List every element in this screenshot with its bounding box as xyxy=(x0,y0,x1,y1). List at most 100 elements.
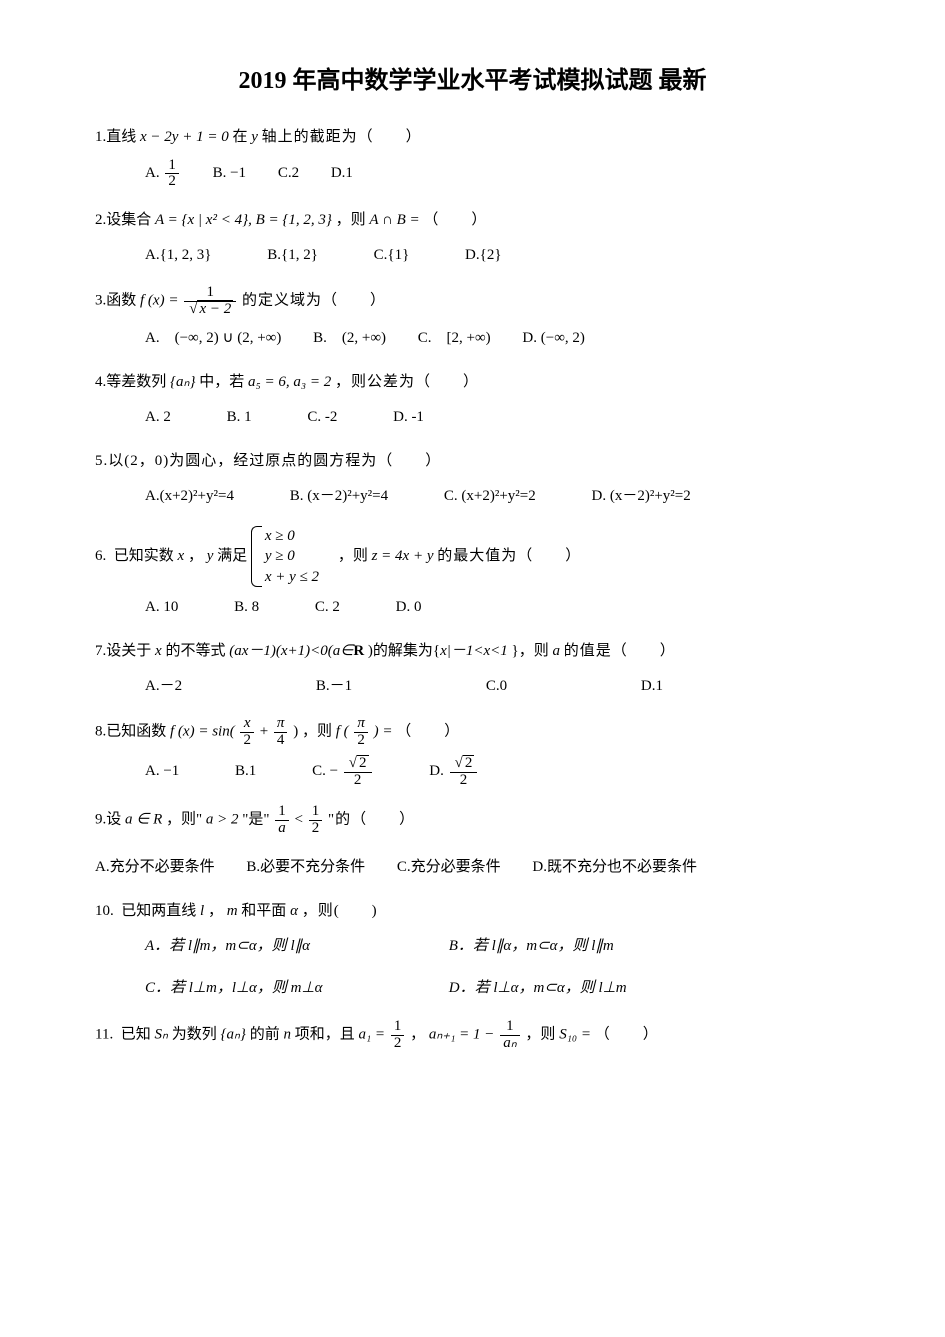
question-2: 2.设集合 A = {x | x² < 4}, B = {1, 2, 3} ，则… xyxy=(95,206,850,269)
q11-d1: 2 xyxy=(391,1036,405,1052)
q11-f1: 12 xyxy=(391,1019,405,1052)
question-3: 3.函数 f (x) = 1 x − 2 的定义域为（ ） A. (−∞, 2)… xyxy=(95,285,850,352)
q11-n: n xyxy=(283,1026,291,1042)
q1-opt-d: D.1 xyxy=(331,159,353,188)
q8-d1: 2 xyxy=(240,733,254,749)
q6-options: A. 10 B. 8 C. 2 D. 0 xyxy=(95,593,850,622)
q2-opt-d: D.{2} xyxy=(465,241,501,270)
q8-stem-a: 8.已知函数 xyxy=(95,724,170,740)
q1-stem-c: 轴上的截距为（ ） xyxy=(262,129,422,145)
question-9: 9.设 a ∈ R ，则" a > 2 "是" 1a < 12 "的（ ） xyxy=(95,804,850,837)
q5-opt-d: D. (x－2)²+y²=2 xyxy=(592,482,691,511)
q10-options-row2: C．若 l⊥m，l⊥α，则 m⊥α D．若 l⊥α，m⊂α，则 l⊥m xyxy=(95,974,850,1003)
q7-x: x xyxy=(155,643,162,659)
q8-close: ) xyxy=(293,724,298,740)
q6-z: z = 4x + y xyxy=(372,548,434,564)
q11-stem-a: 11. 已知 xyxy=(95,1026,154,1042)
q8-d-lbl: D. xyxy=(429,757,444,786)
q1-a-frac: 1 2 xyxy=(165,158,179,191)
q1-opt-b: B. −1 xyxy=(213,159,246,188)
q9-f1: 1a xyxy=(275,804,289,837)
q3-den: x − 2 xyxy=(184,302,236,318)
q9-opt-d: D.既不充分也不必要条件 xyxy=(532,859,697,875)
q6-stem-a: 6. 已知实数 xyxy=(95,548,178,564)
q10-opt-c: C．若 l⊥m，l⊥α，则 m⊥α xyxy=(145,974,445,1003)
q9-d1: a xyxy=(275,821,289,837)
question-11: 11. 已知 Sₙ 为数列 {aₙ} 的前 n 项和，且 a₁ = 12 ， a… xyxy=(95,1019,850,1052)
q7-options: A.－2 B.－1 C.0 D.1 xyxy=(95,672,850,701)
q6-x: x xyxy=(178,548,185,564)
q8-n3: π xyxy=(354,716,368,733)
q9-ar: a ∈ R xyxy=(125,812,162,828)
q5-options: A.(x+2)²+y²=4 B. (x－2)²+y²=4 C. (x+2)²+y… xyxy=(95,482,850,511)
q2-eq: A = {x | x² < 4}, B = {1, 2, 3} xyxy=(155,212,332,228)
q8-fp2: ) = xyxy=(374,724,393,740)
question-7: 7.设关于 x 的不等式 (ax－1)(x+1)<0(a∈R )的解集为{x|－… xyxy=(95,637,850,700)
q3-fx: f (x) = xyxy=(140,293,178,309)
q1-eq: x − 2y + 1 = 0 xyxy=(140,129,229,145)
q3-rad: x − 2 xyxy=(197,300,233,317)
q8-f2: π4 xyxy=(274,716,288,749)
q7-R: R xyxy=(353,643,364,659)
q7-stem-e: 的值是（ ） xyxy=(564,643,676,659)
q7-stem-c: )的解集为{ xyxy=(368,643,440,659)
q8-stem-c: （ ） xyxy=(396,724,460,740)
question-4: 4.等差数列 {aₙ} 中，若 a₅ = 6, a₃ = 2 ，则公差为（ ） … xyxy=(95,368,850,431)
q10-options-row1: A．若 l∥m，m⊂α，则 l∥α B．若 l∥α，m⊂α，则 l∥m xyxy=(95,932,850,961)
q8-c-den: 2 xyxy=(344,773,372,789)
q9-opt-b: B.必要不充分条件 xyxy=(246,859,365,875)
q7-set: x|－1<x<1 xyxy=(440,643,508,659)
q8-n2: π xyxy=(274,716,288,733)
q8-d-num: 2 xyxy=(450,755,478,773)
q9-opt-a: A.充分不必要条件 xyxy=(95,859,215,875)
q11-an: {aₙ} xyxy=(220,1026,245,1042)
q6-stem-d: 的最大值为（ ） xyxy=(437,548,581,564)
q8-opt-a: A. −1 xyxy=(145,757,179,786)
q6-opt-a: A. 10 xyxy=(145,593,178,622)
q6-c1: ， xyxy=(188,548,203,564)
q6-stem-c: ，则 xyxy=(323,548,372,564)
q8-opt-b: B.1 xyxy=(235,757,256,786)
q3-frac: 1 x − 2 xyxy=(184,285,236,318)
q6-opt-c: C. 2 xyxy=(315,593,340,622)
q1-a-num: 1 xyxy=(165,158,179,175)
q5-stem: 5.以(2，0)为圆心，经过原点的圆方程为（ ） xyxy=(95,453,441,469)
q11-stem-c: 的前 xyxy=(250,1026,284,1042)
q11-comma: ， xyxy=(410,1026,425,1042)
q6-r3: x + y ≤ 2 xyxy=(265,567,319,587)
question-10: 10. 已知两直线 l ， m 和平面 α ，则( ) A．若 l∥m，m⊂α，… xyxy=(95,897,850,1003)
q8-d-frac: 2 2 xyxy=(450,755,478,789)
q11-anext: aₙ₊₁ = 1 − xyxy=(429,1026,498,1042)
q8-stem-b: ，则 xyxy=(302,724,336,740)
page-title: 2019 年高中数学学业水平考试模拟试题 最新 xyxy=(95,60,850,95)
q7-stem-a: 7.设关于 xyxy=(95,643,155,659)
q4-seq: {aₙ} xyxy=(170,374,195,390)
q5-opt-b: B. (x－2)²+y²=4 xyxy=(290,482,388,511)
q2-ab: A ∩ B = xyxy=(369,212,419,228)
q9-f2: 12 xyxy=(309,804,323,837)
q10-alpha: α xyxy=(290,903,298,919)
q9-stem-b: ，则" xyxy=(166,812,202,828)
q9-stem-c: "是" xyxy=(242,812,269,828)
q6-stem-b: 满足 xyxy=(217,548,251,564)
q7-opt-d: D.1 xyxy=(641,672,663,701)
q7-stem-d: }，则 xyxy=(512,643,553,659)
q11-f2: 1aₙ xyxy=(500,1019,519,1052)
q8-f1: x2 xyxy=(240,716,254,749)
q8-fx: f (x) = sin( xyxy=(170,724,235,740)
q11-d2: aₙ xyxy=(500,1036,519,1052)
q1-opt-c: C.2 xyxy=(278,159,299,188)
q2-stem-b: ，则 xyxy=(336,212,370,228)
q8-c-rad: 2 xyxy=(357,755,369,772)
q1-stem-a: 1.直线 xyxy=(95,129,140,145)
q7-opt-a: A.－2 xyxy=(145,672,182,701)
q7-opt-c: C.0 xyxy=(486,672,507,701)
q10-opt-a: A．若 l∥m，m⊂α，则 l∥α xyxy=(145,932,445,961)
q6-r1: x ≥ 0 xyxy=(265,526,319,546)
q5-opt-c: C. (x+2)²+y²=2 xyxy=(444,482,536,511)
q9-opt-c: C.充分必要条件 xyxy=(397,859,501,875)
q10-stem-c: ，则( ) xyxy=(302,903,378,919)
q3-opt-c: C. [2, +∞) xyxy=(418,324,491,353)
q11-s10: S₁₀ = xyxy=(559,1026,591,1042)
q8-d3: 2 xyxy=(354,733,368,749)
